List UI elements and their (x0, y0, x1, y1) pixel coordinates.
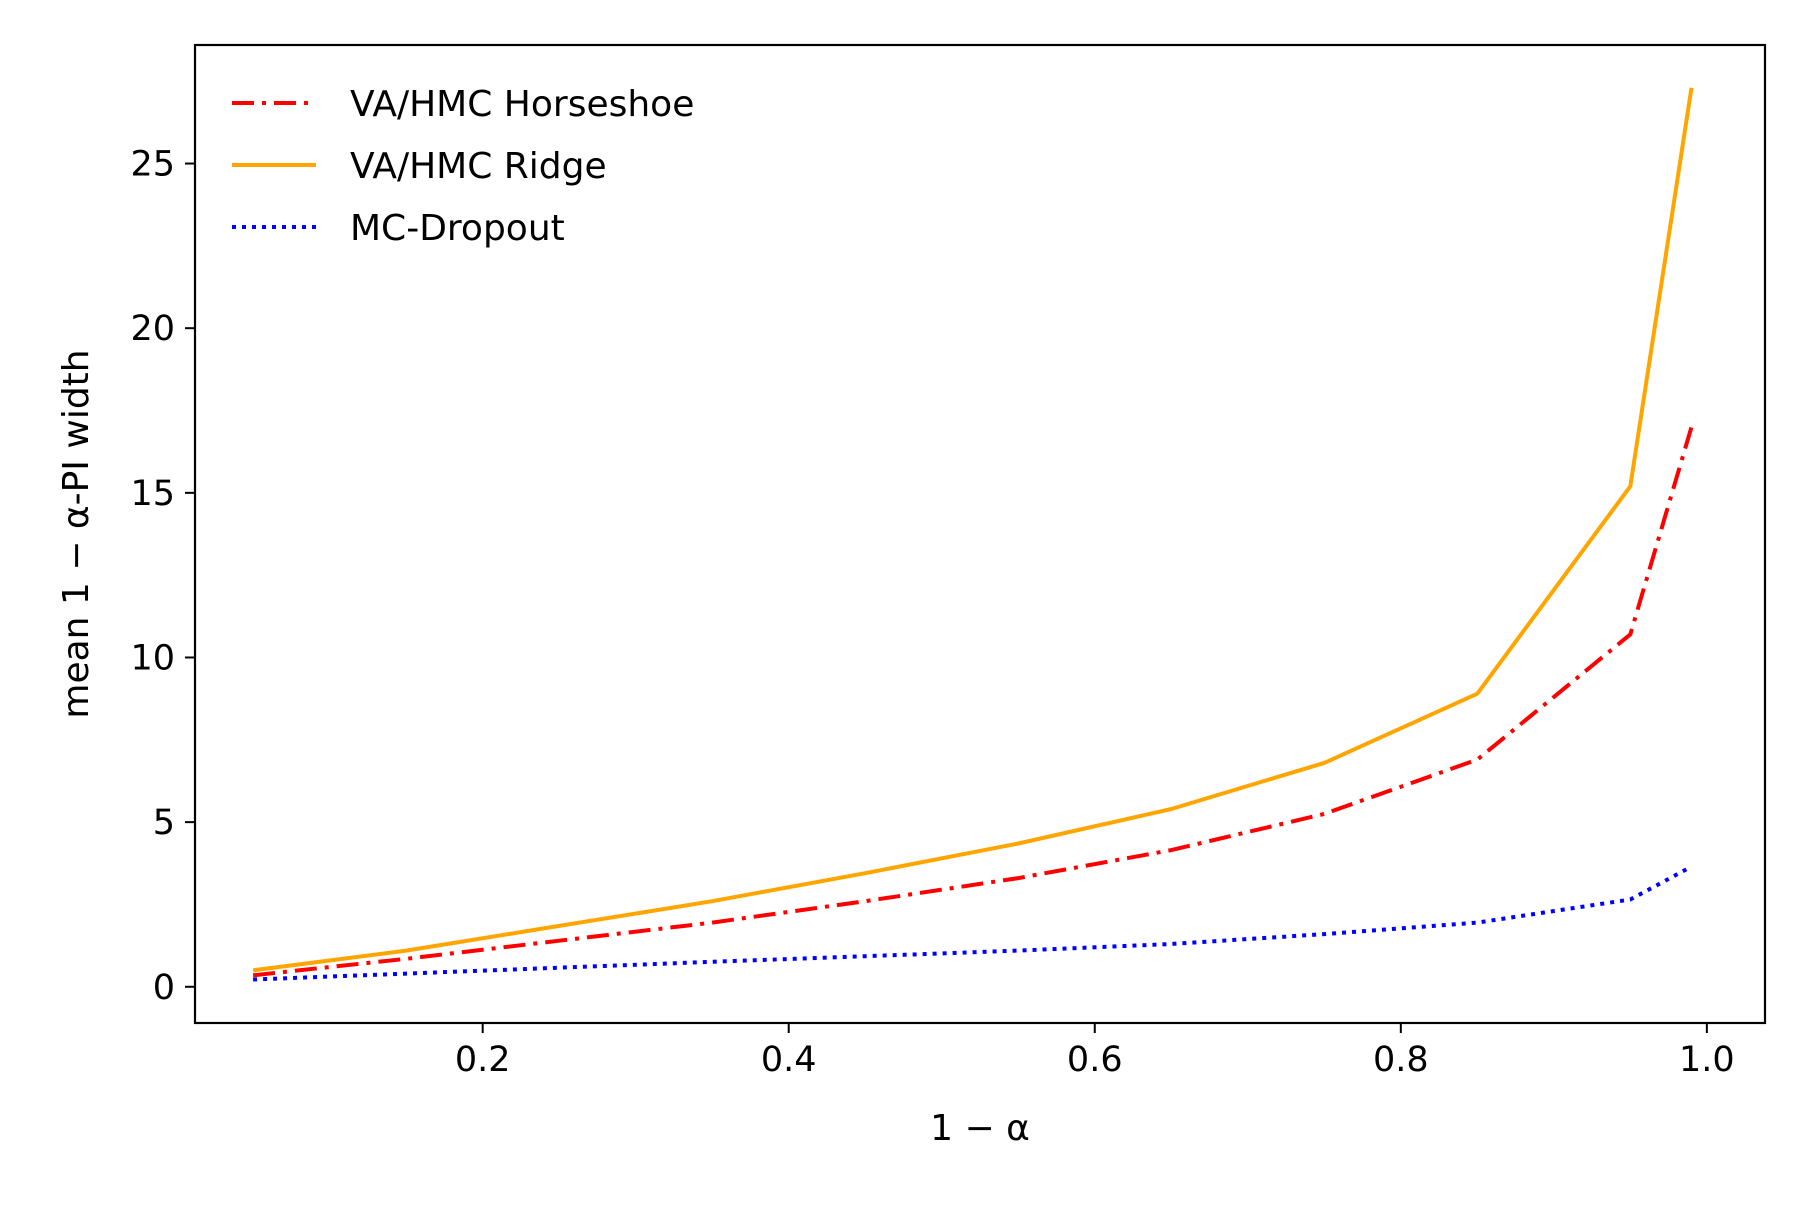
y-tick-label: 5 (153, 803, 175, 843)
y-axis-label: mean 1 − α-PI width (56, 349, 97, 718)
x-axis: 0.2 0.4 0.6 0.8 1.0 (455, 1023, 1735, 1080)
y-tick-label: 0 (153, 968, 175, 1008)
series-layer (252, 87, 1694, 982)
series-line-0 (252, 426, 1694, 978)
x-tick-label: 0.4 (761, 1040, 817, 1080)
y-axis: 0 5 10 15 20 25 (130, 145, 195, 1008)
plot-frame (193, 43, 1767, 1025)
x-tick-label: 0.2 (455, 1040, 511, 1080)
y-tick-label: 15 (130, 474, 175, 514)
y-tick-label: 10 (130, 638, 175, 678)
x-tick-label: 1.0 (1679, 1040, 1735, 1080)
series-line-1 (252, 87, 1694, 973)
y-tick-label: 20 (130, 309, 175, 349)
legend-label-0: VA/HMC Horseshoe (350, 84, 694, 125)
legend: VA/HMC Horseshoe VA/HMC Ridge MC-Dropout (232, 84, 694, 249)
x-tick-label: 0.6 (1067, 1040, 1123, 1080)
legend-label-1: VA/HMC Ridge (350, 146, 607, 187)
x-axis-label: 1 − α (930, 1108, 1030, 1149)
y-tick-label: 25 (130, 145, 175, 185)
legend-label-2: MC-Dropout (350, 208, 565, 249)
x-tick-label: 0.8 (1373, 1040, 1429, 1080)
